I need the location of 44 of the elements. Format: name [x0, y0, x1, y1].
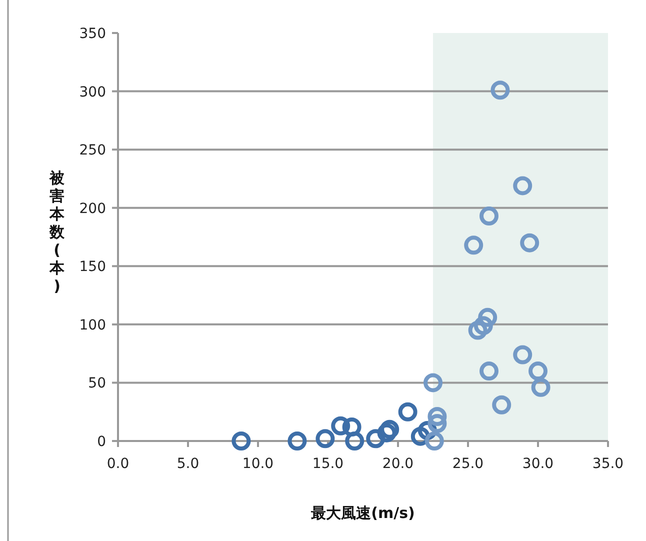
- point: [520, 233, 540, 252]
- y-tick-label: 50: [88, 376, 106, 392]
- point: [316, 429, 335, 448]
- y-tick-label: 200: [79, 200, 106, 217]
- x-axis-title: 最大風速(m/s): [310, 504, 415, 522]
- point: [424, 373, 442, 392]
- point: [513, 176, 532, 196]
- y-tick-label: 100: [79, 317, 106, 334]
- point: [464, 236, 484, 255]
- point: [424, 432, 444, 450]
- point: [513, 345, 532, 364]
- point: [288, 432, 307, 450]
- point: [474, 316, 493, 336]
- x-tick-label: 5.0: [176, 456, 200, 472]
- point: [428, 407, 447, 426]
- point: [380, 420, 400, 439]
- x-tick-label: 0.0: [106, 456, 130, 472]
- point: [490, 80, 510, 100]
- point: [468, 320, 488, 340]
- y-tick-label: 350: [79, 26, 106, 42]
- y-tick-label: 0: [97, 434, 106, 450]
- point: [428, 414, 447, 434]
- x-tick-label: 15.0: [312, 456, 344, 472]
- y-axis-title: 被害本数(本): [48, 169, 66, 295]
- x-tick-label: 10.0: [242, 456, 274, 472]
- point: [492, 395, 512, 414]
- point: [531, 378, 550, 397]
- y-tick-label: 150: [79, 259, 106, 276]
- point: [478, 308, 498, 327]
- point: [528, 362, 548, 381]
- y-tick-label: 250: [79, 142, 106, 159]
- point: [398, 402, 418, 422]
- x-tick-label: 35.0: [592, 456, 624, 472]
- point: [480, 362, 498, 381]
- point: [345, 432, 364, 450]
- x-tick-label: 25.0: [452, 456, 484, 472]
- point: [331, 416, 350, 436]
- y-tick-label: 300: [79, 84, 106, 100]
- x-tick-label: 20.0: [382, 456, 414, 472]
- point: [342, 418, 362, 437]
- point: [366, 429, 386, 448]
- point: [480, 206, 498, 226]
- point: [232, 432, 251, 450]
- x-tick-label: 30.0: [522, 456, 554, 472]
